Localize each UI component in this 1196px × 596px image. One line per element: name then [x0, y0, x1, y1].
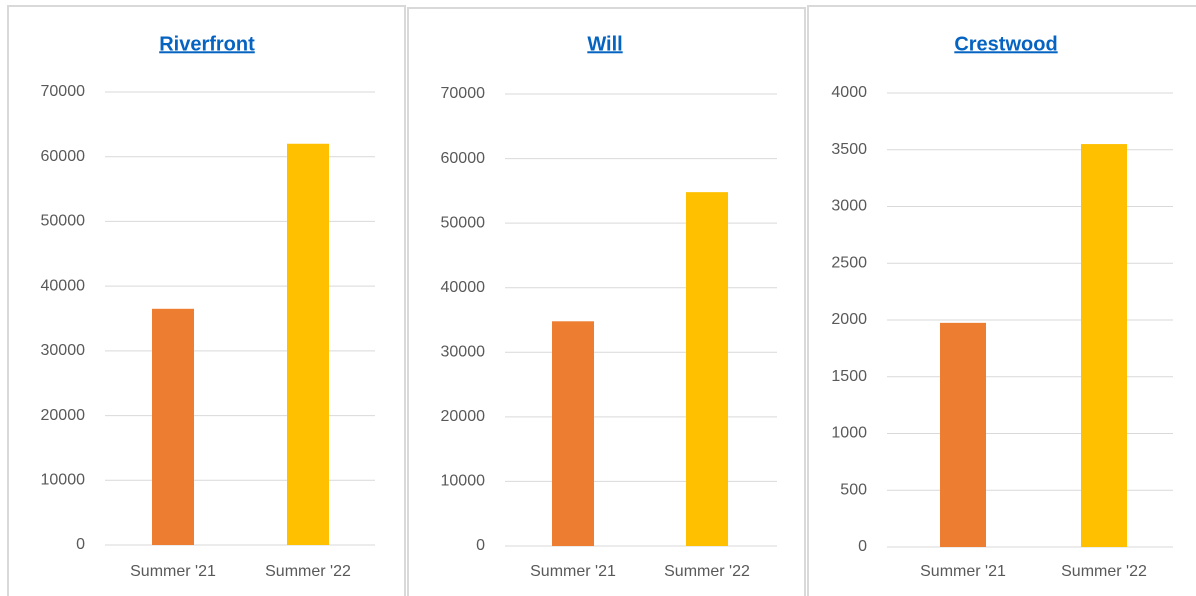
y-tick-label: 2500 — [831, 254, 867, 271]
bar — [552, 321, 594, 546]
chart-title: Will — [587, 33, 622, 55]
x-tick-label: Summer '21 — [920, 563, 1006, 580]
chart-title: Riverfront — [159, 33, 255, 55]
y-tick-label: 10000 — [441, 473, 486, 490]
y-tick-label: 60000 — [41, 148, 86, 165]
y-tick-label: 1000 — [831, 425, 867, 442]
y-tick-label: 0 — [476, 537, 485, 554]
y-tick-label: 20000 — [41, 407, 86, 424]
chart-title: Crestwood — [954, 33, 1057, 55]
panel — [7, 5, 406, 596]
x-tick-label: Summer '22 — [1061, 563, 1147, 580]
bar — [940, 322, 986, 547]
panel — [807, 5, 1196, 596]
y-tick-label: 70000 — [41, 83, 86, 100]
y-tick-label: 0 — [858, 538, 867, 555]
y-tick-label: 0 — [76, 536, 85, 553]
bar — [287, 143, 329, 545]
y-tick-label: 30000 — [41, 342, 86, 359]
x-tick-label: Summer '21 — [130, 563, 216, 580]
y-tick-label: 500 — [840, 481, 867, 498]
y-tick-label: 30000 — [441, 344, 486, 361]
y-tick-label: 50000 — [441, 214, 486, 231]
y-tick-label: 40000 — [441, 279, 486, 296]
y-tick-label: 10000 — [41, 472, 86, 489]
y-tick-label: 3000 — [831, 198, 867, 215]
y-tick-label: 3500 — [831, 141, 867, 158]
y-tick-label: 50000 — [41, 213, 86, 230]
x-tick-label: Summer '22 — [664, 563, 750, 580]
y-tick-label: 40000 — [41, 277, 86, 294]
bar — [1081, 144, 1127, 547]
y-tick-label: 60000 — [441, 150, 486, 167]
panel — [407, 7, 806, 596]
bar — [686, 192, 728, 547]
y-tick-label: 1500 — [831, 368, 867, 385]
y-tick-label: 2000 — [831, 311, 867, 328]
y-tick-label: 70000 — [441, 85, 486, 102]
bar — [152, 308, 194, 545]
y-tick-label: 20000 — [441, 408, 486, 425]
x-tick-label: Summer '22 — [265, 563, 351, 580]
x-tick-label: Summer '21 — [530, 563, 616, 580]
y-tick-label: 4000 — [831, 84, 867, 101]
